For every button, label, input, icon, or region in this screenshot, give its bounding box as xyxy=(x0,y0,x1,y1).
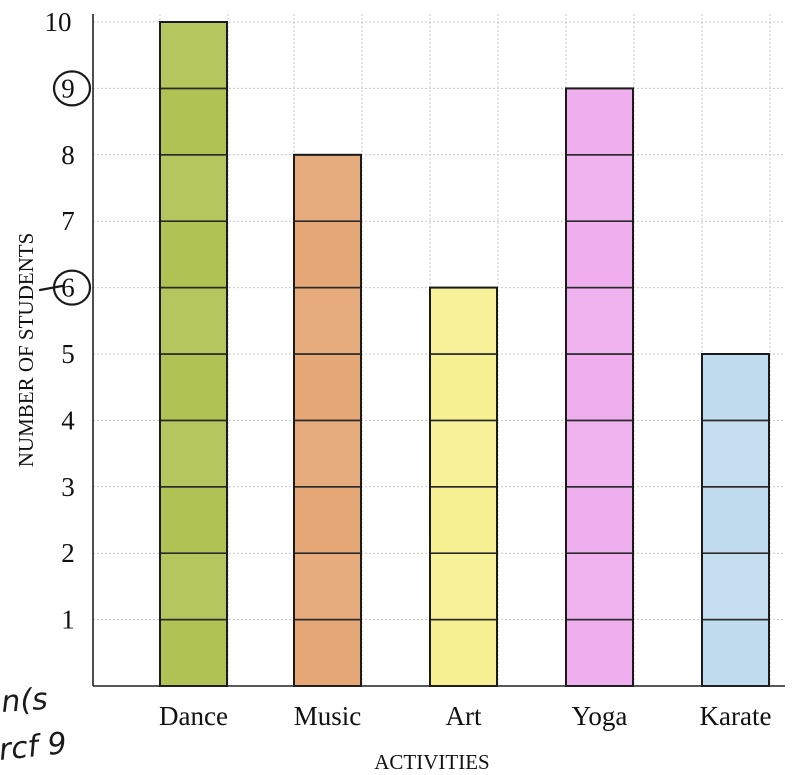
bar-cell xyxy=(565,87,634,156)
y-tick-label: 2 xyxy=(61,538,75,568)
bar-cell xyxy=(429,485,498,554)
bar-cell xyxy=(293,286,362,355)
bar-cell xyxy=(429,618,498,687)
bar-cell xyxy=(565,419,634,488)
bar-cell xyxy=(159,220,228,289)
y-tick-label: 7 xyxy=(61,206,75,236)
bar-yoga xyxy=(565,87,634,687)
bar-cell xyxy=(429,419,498,488)
bar-cell xyxy=(159,419,228,488)
handwritten-notes: n(s rcf 9 xyxy=(0,284,68,768)
bars-layer xyxy=(159,21,770,688)
bar-cell xyxy=(565,353,634,422)
handwriting-line-1: n(s xyxy=(0,682,49,720)
bar-cell xyxy=(293,154,362,223)
y-axis-title: NUMBER OF STUDENTS xyxy=(14,233,38,468)
bar-cell xyxy=(701,353,770,422)
bar-cell xyxy=(565,286,634,355)
handwriting-line-2: rcf 9 xyxy=(0,726,68,768)
bar-cell xyxy=(293,618,362,687)
y-tick-label: 9 xyxy=(61,73,75,103)
y-tick-label: 1 xyxy=(61,605,75,635)
bar-cell xyxy=(293,353,362,422)
bar-cell xyxy=(565,485,634,554)
bar-dance xyxy=(159,21,228,687)
bar-cell xyxy=(701,552,770,621)
y-tick-label: 3 xyxy=(61,472,75,502)
bar-cell xyxy=(565,154,634,223)
bar-cell xyxy=(159,286,228,355)
y-tick-label: 10 xyxy=(45,7,72,37)
bar-cell xyxy=(565,552,634,621)
bar-cell xyxy=(701,419,770,488)
bar-cell xyxy=(701,485,770,554)
bar-cell xyxy=(565,618,634,687)
bar-cell xyxy=(429,286,498,355)
axis-layer xyxy=(92,14,785,687)
x-tick-label: Art xyxy=(446,701,482,731)
bar-cell xyxy=(159,353,228,422)
x-tick-label: Music xyxy=(294,701,362,731)
y-tick-label: 5 xyxy=(61,339,75,369)
bar-cell xyxy=(429,353,498,422)
bar-cell xyxy=(293,485,362,554)
bar-cell xyxy=(565,220,634,289)
y-tick-label: 8 xyxy=(61,140,75,170)
bar-cell xyxy=(159,618,228,687)
tick-circle-mark xyxy=(52,70,92,107)
x-tick-label: Dance xyxy=(159,701,228,731)
bar-cell xyxy=(293,552,362,621)
bar-cell xyxy=(159,87,228,156)
y-tick-label: 4 xyxy=(61,405,75,435)
y-tick-labels: 1 2 3 4 5 6 7 8 9 10 xyxy=(45,7,92,635)
bar-cell xyxy=(701,618,770,687)
x-tick-label: Yoga xyxy=(572,701,628,731)
bar-art xyxy=(429,286,498,687)
bar-cell xyxy=(429,552,498,621)
bar-cell xyxy=(293,419,362,488)
bar-cell xyxy=(159,485,228,554)
bar-cell xyxy=(293,220,362,289)
bar-cell xyxy=(159,154,228,223)
bar-music xyxy=(293,153,362,688)
y-tick-label: 6 xyxy=(61,273,75,303)
x-category-labels: Dance Music Art Yoga Karate xyxy=(159,701,771,731)
x-tick-label: Karate xyxy=(700,701,772,731)
bar-cell xyxy=(159,21,228,90)
bar-cell xyxy=(159,552,228,621)
bar-karate xyxy=(701,353,770,687)
pen-mark xyxy=(38,284,64,292)
x-axis-title: ACTIVITIES xyxy=(374,750,489,774)
